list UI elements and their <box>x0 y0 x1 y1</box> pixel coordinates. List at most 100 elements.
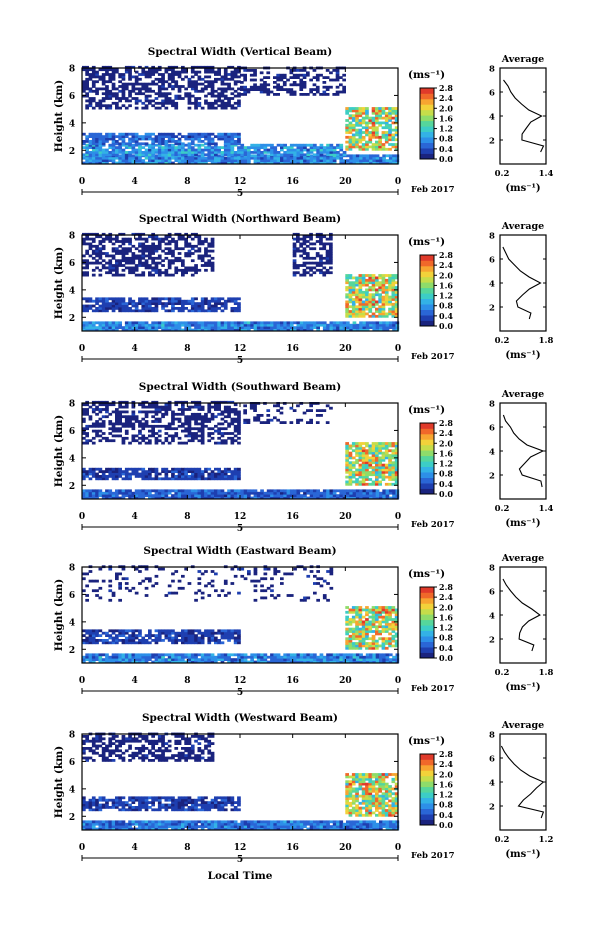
heatmap-cell <box>197 75 202 79</box>
heatmap-cell <box>105 271 109 275</box>
heatmap-cell <box>108 104 113 108</box>
heatmap-cell <box>240 148 245 152</box>
heatmap-cell <box>286 496 291 500</box>
y-tick-label: 4 <box>69 119 75 129</box>
heatmap-cell <box>345 123 349 127</box>
heatmap-cell <box>358 305 363 309</box>
heatmap-cell <box>214 106 218 110</box>
heatmap-cell <box>355 454 359 457</box>
heatmap-cell <box>296 489 301 493</box>
heatmap-cell <box>394 442 399 445</box>
heatmap-cell <box>365 307 369 311</box>
heatmap-cell <box>85 299 89 303</box>
heatmap-cell <box>368 293 373 297</box>
heatmap-cell <box>207 477 212 481</box>
heatmap-cell <box>237 80 241 84</box>
heatmap-cell <box>187 151 192 154</box>
heatmap-cell <box>141 323 146 327</box>
heatmap-cell <box>352 323 357 327</box>
heatmap-cell <box>105 148 109 152</box>
average-profile-line <box>502 246 542 320</box>
heatmap-cell <box>197 412 202 416</box>
heatmap-cell <box>371 461 376 465</box>
heatmap-cell <box>177 297 182 301</box>
heatmap-cell <box>177 132 182 136</box>
heatmap-cell <box>210 405 215 409</box>
heatmap-cell <box>157 80 162 84</box>
heatmap-cell <box>194 412 198 416</box>
heatmap-cell <box>351 314 356 318</box>
heatmap-cell <box>121 273 126 277</box>
heatmap-cell <box>95 140 99 143</box>
heatmap-cell <box>101 302 106 305</box>
heatmap-cell <box>164 256 169 260</box>
heatmap-cell <box>253 406 257 410</box>
heatmap-cell <box>88 143 93 147</box>
heatmap-cell <box>375 326 380 329</box>
heatmap-cell <box>371 314 376 318</box>
heatmap-cell <box>134 132 139 136</box>
heatmap-cell <box>368 286 373 289</box>
heatmap-cell <box>181 472 185 476</box>
heatmap-cell <box>174 153 179 157</box>
heatmap-cell <box>128 271 132 275</box>
heatmap-cell <box>391 461 396 465</box>
heatmap-cell <box>194 244 198 248</box>
heatmap-cell <box>184 494 188 497</box>
heatmap-cell <box>200 408 205 411</box>
heatmap-cell <box>138 99 142 103</box>
heatmap-cell <box>111 403 116 407</box>
colorbar-tick-label: 0.0 <box>439 321 453 331</box>
heatmap-cell <box>223 73 228 76</box>
heatmap-cell <box>332 161 337 165</box>
heatmap-cell <box>134 321 139 325</box>
heatmap-cell <box>388 119 392 122</box>
heatmap-cell <box>355 326 360 329</box>
heatmap-cell <box>355 470 359 474</box>
heatmap-cell <box>98 140 103 143</box>
heatmap-cell <box>256 414 261 417</box>
heatmap-cell <box>111 427 116 431</box>
heatmap-cell <box>375 133 379 137</box>
heatmap-cell <box>358 123 363 127</box>
heatmap-cell <box>174 307 179 310</box>
heatmap-cell <box>124 424 129 428</box>
heatmap-cell <box>98 68 103 72</box>
heatmap-cell <box>381 478 386 481</box>
heatmap-cell <box>348 135 353 139</box>
heatmap-cell <box>237 475 241 478</box>
heatmap-cell <box>385 328 390 332</box>
heatmap-cell <box>233 307 238 310</box>
heatmap-cell <box>243 411 247 415</box>
heatmap-cell <box>177 75 182 79</box>
heatmap-cell <box>253 71 257 75</box>
heatmap-cell <box>319 240 323 243</box>
heatmap-cell <box>368 466 373 469</box>
heatmap-cell <box>111 491 116 495</box>
heatmap-cell <box>161 328 165 332</box>
heatmap-cell <box>197 249 202 253</box>
heatmap-cell <box>280 161 284 165</box>
heatmap-cell <box>115 467 119 471</box>
heatmap-cell <box>181 491 185 495</box>
heatmap-cell <box>184 151 188 154</box>
heatmap-cell <box>91 660 96 664</box>
heatmap-cell <box>319 159 324 162</box>
heatmap-cell <box>194 106 198 110</box>
heatmap-cell <box>207 92 212 96</box>
heatmap-cell <box>167 422 172 426</box>
heatmap-cell <box>379 159 383 162</box>
heatmap-cell <box>141 653 146 657</box>
heatmap-cell <box>115 489 119 493</box>
heatmap-cell <box>372 328 377 332</box>
heatmap-cell <box>118 323 122 327</box>
heatmap-cell <box>233 106 238 110</box>
heatmap-cell <box>214 99 218 103</box>
heatmap-cell <box>115 87 119 91</box>
heatmap-cell <box>217 328 221 332</box>
heatmap-cell <box>128 489 132 493</box>
heatmap-cell <box>220 439 225 443</box>
heatmap-cell <box>197 400 202 404</box>
heatmap-cell <box>266 323 271 327</box>
heatmap-cell <box>204 655 208 659</box>
